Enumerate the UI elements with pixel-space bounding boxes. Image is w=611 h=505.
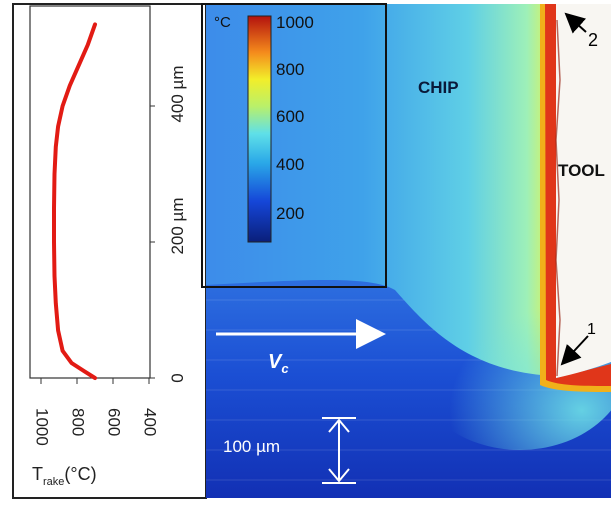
colorbar-tick-600: 600 xyxy=(276,107,304,126)
tool-edge-texture xyxy=(555,19,561,377)
profile-plot-area xyxy=(29,5,151,379)
colorbar-unit: °C xyxy=(214,14,231,31)
x-axis-label: Trake(°C) xyxy=(32,464,97,488)
x-tick-label-1000: 1000 xyxy=(33,408,52,446)
y-tick-marks xyxy=(150,105,155,379)
y-tick-label-0: 0 xyxy=(168,373,187,382)
x-tick-label-400: 400 xyxy=(141,408,160,436)
colorbar xyxy=(247,15,272,243)
marker-2-label: 2 xyxy=(588,30,598,50)
tool-label: TOOL xyxy=(558,161,605,180)
x-tick-label-800: 800 xyxy=(69,408,88,436)
hot-zone-band xyxy=(545,4,611,386)
velocity-label: Vc xyxy=(268,351,289,376)
tool-body xyxy=(556,4,611,378)
marker-2-arrow xyxy=(564,12,587,34)
colorbar-tick-800: 800 xyxy=(276,60,304,79)
y-tick-label-400: 400 µm xyxy=(168,65,187,122)
temperature-profile-curve xyxy=(52,22,97,380)
marker-1-arrow xyxy=(560,335,589,366)
profile-plot: 1000 800 600 400 Trake(°C) 0 200 µm 400 … xyxy=(12,3,207,499)
colorbar-tick-400: 400 xyxy=(276,155,304,174)
y-tick-label-200: 200 µm xyxy=(168,197,187,254)
thermal-map: °C 1000 800 600 400 200 CHIP TOOL 2 1 Vc… xyxy=(201,3,611,498)
x-tick-label-600: 600 xyxy=(105,408,124,436)
colorbar-tick-1000: 1000 xyxy=(276,13,314,32)
scale-bar-label: 100 µm xyxy=(223,437,280,456)
colorbar-panel xyxy=(201,3,387,288)
marker-1-label: 1 xyxy=(587,321,596,338)
colorbar-tick-200: 200 xyxy=(276,204,304,223)
scale-bar xyxy=(322,417,356,484)
x-tick-marks xyxy=(40,378,150,384)
chip-label: CHIP xyxy=(418,78,459,97)
